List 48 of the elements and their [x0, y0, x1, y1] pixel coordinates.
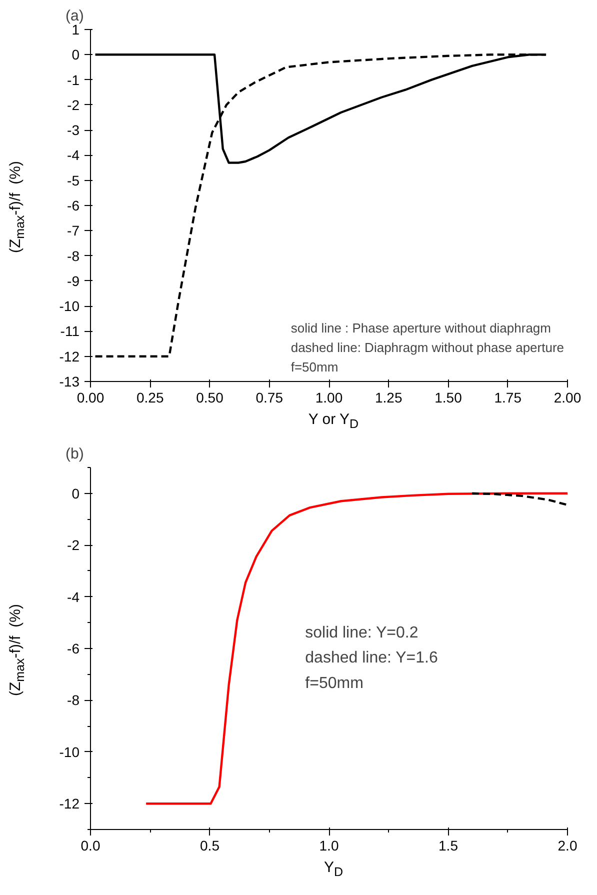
- y-tick-label: -9: [67, 272, 80, 289]
- y-tick-label: 0: [72, 46, 80, 63]
- x-tick-label: 0.25: [136, 390, 164, 406]
- x-tick-label: 1.5: [438, 838, 458, 854]
- y-tick-label: -4: [67, 147, 80, 164]
- y-tick-label: -8: [67, 248, 80, 264]
- line-series: [144, 492, 568, 805]
- y-tick-label: 0: [72, 485, 80, 502]
- line-series: [471, 492, 568, 506]
- x-tick-label: 1.0: [319, 838, 339, 854]
- y-tick-label: -8: [67, 692, 80, 708]
- x-tick-label: 0.00: [76, 390, 104, 406]
- x-tick-label: 2.0: [558, 838, 578, 854]
- x-tick-label: 1.75: [494, 390, 522, 406]
- chart-title: (a): [66, 8, 84, 24]
- annotation: dashed line: Diaphragm without phase aperture: [290, 340, 564, 356]
- annotation: f=50mm: [305, 674, 364, 692]
- y-tick-label: -2: [67, 96, 80, 113]
- x-tick-label: 1.00: [315, 390, 343, 406]
- y-tick-label: -1: [67, 72, 80, 88]
- x-tick-label: 0.5: [200, 838, 220, 854]
- x-tick-label: 0.0: [80, 838, 100, 854]
- x-axis-title: Y$_{D}$: [324, 858, 344, 881]
- y-tick-label: -3: [67, 122, 80, 138]
- x-tick-label: 2.00: [554, 390, 582, 406]
- y-tick-label: -5: [67, 172, 80, 188]
- annotation: f=50mm: [290, 359, 338, 374]
- annotation: dashed line: Y=1.6: [305, 650, 438, 667]
- x-axis-title: Y or Y$_{D}$: [308, 410, 359, 433]
- annotation: solid line: Y=0.2: [305, 624, 418, 642]
- y-tick-label: -10: [59, 298, 80, 314]
- y-tick-label: -7: [67, 222, 80, 239]
- y-tick-label: -10: [59, 744, 80, 760]
- x-tick-label: 1.50: [434, 390, 462, 406]
- y-tick-label: -6: [67, 198, 80, 214]
- x-tick-label: 0.75: [256, 390, 284, 406]
- y-tick-label: -12: [59, 348, 80, 364]
- y-tick-label: -6: [67, 640, 80, 656]
- x-tick-label: 1.25: [375, 390, 402, 406]
- x-tick-label: 0.50: [196, 390, 224, 406]
- y-tick-label: 1: [72, 22, 80, 38]
- y-tick-label: -2: [67, 537, 80, 554]
- y-tick-label: -12: [59, 796, 80, 812]
- y-tick-label: -11: [60, 323, 80, 340]
- y-tick-label: -13: [59, 374, 80, 390]
- annotation: solid line : Phase aperture without diaphragm: [290, 320, 551, 336]
- chart-title: (b): [66, 446, 84, 462]
- y-tick-label: -4: [67, 588, 80, 605]
